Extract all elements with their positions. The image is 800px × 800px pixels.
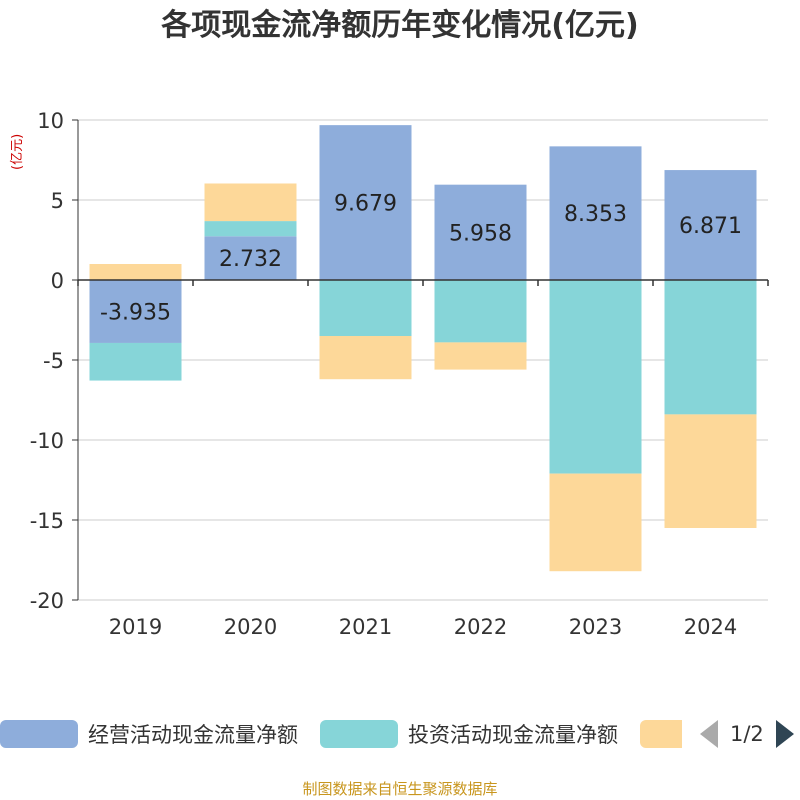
bar-financing (549, 473, 642, 572)
data-label: 9.679 (334, 192, 397, 217)
chart: 10 5 0 -5 -10 -15 -20 -3.935 2.732 9.679 5.958 8.35… (30, 109, 769, 639)
bar-investing (664, 280, 757, 415)
bar-financing (204, 183, 297, 222)
legend-prev-icon[interactable] (700, 720, 718, 748)
y-tick-label: 10 (37, 109, 64, 133)
y-tick-label: 5 (51, 189, 64, 213)
bar-operating (204, 236, 297, 280)
y-tick-label: -10 (30, 429, 64, 453)
legend-item-financing[interactable] (640, 714, 682, 754)
legend: 经营活动现金流量净额 投资活动现金流量净额 1/2 (0, 714, 800, 754)
data-label: 2.732 (219, 247, 282, 272)
bar-financing (319, 336, 412, 380)
bar-operating (434, 184, 527, 280)
data-label: 6.871 (679, 214, 742, 239)
chart-title: 各项现金流净额历年变化情况(亿元) (161, 8, 639, 43)
bar-investing (89, 342, 182, 381)
x-tick-label: 2019 (109, 615, 162, 639)
bar-investing (204, 221, 297, 237)
bar-financing (434, 342, 527, 370)
bar-investing (319, 280, 412, 336)
footer-source: 制图数据来自恒生聚源数据库 (302, 780, 498, 798)
legend-page-indicator: 1/2 (730, 722, 764, 746)
bar-financing (664, 414, 757, 528)
legend-pager: 1/2 (700, 714, 794, 754)
legend-label-investing: 投资活动现金流量净额 (408, 723, 618, 747)
legend-swatch-investing (320, 720, 398, 748)
x-tick-label: 2020 (224, 615, 277, 639)
bar-operating (664, 170, 757, 280)
bar-operating (89, 280, 182, 343)
legend-item-investing[interactable]: 投资活动现金流量净额 (320, 714, 618, 754)
legend-swatch-financing (640, 720, 682, 748)
y-tick-label: -5 (43, 349, 64, 373)
bar-operating (549, 146, 642, 280)
bar-operating (319, 125, 412, 280)
x-tick-label: 2023 (569, 615, 622, 639)
legend-item-operating[interactable]: 经营活动现金流量净额 (0, 714, 298, 754)
bar-investing (549, 280, 642, 474)
x-tick-label: 2024 (684, 615, 737, 639)
y-tick-label: -20 (30, 589, 64, 613)
legend-swatch-operating (0, 720, 78, 748)
x-tick-label: 2021 (339, 615, 392, 639)
y-tick-label: -15 (30, 509, 64, 533)
y-tick-label: 0 (51, 269, 64, 293)
legend-label-operating: 经营活动现金流量净额 (88, 723, 298, 747)
legend-next-icon[interactable] (775, 720, 794, 748)
bar-investing (434, 280, 527, 343)
data-label: 8.353 (564, 202, 627, 227)
bar-financing (89, 264, 182, 280)
data-label: 5.958 (449, 221, 512, 246)
data-label: -3.935 (100, 300, 171, 325)
x-tick-label: 2022 (454, 615, 507, 639)
